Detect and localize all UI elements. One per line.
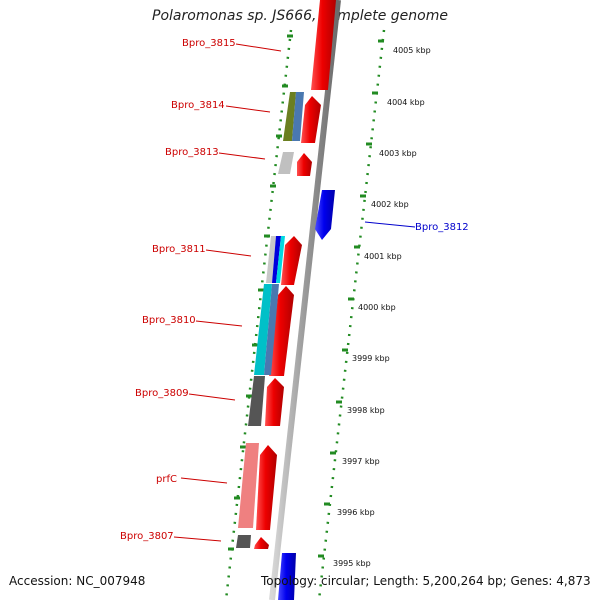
gene-label-bpro-3812[interactable]: Bpro_3812 bbox=[415, 222, 469, 233]
gene-label-bpro-3813[interactable]: Bpro_3813 bbox=[165, 147, 219, 158]
cds-bpro-3814[interactable] bbox=[301, 96, 321, 143]
scale-label-4005: 4005 kbp bbox=[393, 46, 431, 55]
cds-bpro-3810[interactable] bbox=[269, 286, 294, 376]
gene-label-bpro-3807[interactable]: Bpro_3807 bbox=[120, 531, 174, 542]
cds-bpro-3812[interactable] bbox=[315, 190, 335, 240]
cds-bpro-3809[interactable] bbox=[265, 378, 284, 426]
scale-label-3995: 3995 kbp bbox=[333, 559, 371, 568]
gene-label-bpro-3810[interactable]: Bpro_3810 bbox=[142, 315, 196, 326]
genome-backbone bbox=[269, 0, 341, 600]
gene-label-bpro-3815[interactable]: Bpro_3815 bbox=[182, 38, 236, 49]
scale-label-4004: 4004 kbp bbox=[387, 98, 425, 107]
scale-label-3996: 3996 kbp bbox=[337, 508, 375, 517]
cds-bpro-3811[interactable] bbox=[281, 236, 302, 285]
reverse-strand-features bbox=[278, 190, 335, 600]
map-title: Polaromonas sp. JS666, complete genome bbox=[152, 8, 448, 24]
scale-label-4001: 4001 kbp bbox=[364, 252, 402, 261]
cds-prfc[interactable] bbox=[256, 445, 277, 530]
accession-label: Accession: NC_007948 bbox=[9, 574, 146, 588]
cds-reverse-bottom[interactable] bbox=[278, 553, 296, 600]
scale-label-4003: 4003 kbp bbox=[379, 149, 417, 158]
outer-tick-marks bbox=[318, 39, 384, 558]
inner-ring-blocks bbox=[236, 92, 304, 548]
cds-bpro-3807[interactable] bbox=[254, 537, 269, 549]
topology-label: Topology: circular; Length: 5,200,264 bp… bbox=[261, 574, 591, 588]
gene-label-bpro-3814[interactable]: Bpro_3814 bbox=[171, 100, 225, 111]
gene-label-bpro-3811[interactable]: Bpro_3811 bbox=[152, 244, 206, 255]
inner-tick-marks bbox=[228, 34, 293, 551]
gene-label-prfc[interactable]: prfC bbox=[156, 474, 177, 485]
scale-label-3999: 3999 kbp bbox=[352, 354, 390, 363]
scale-label-3997: 3997 kbp bbox=[342, 457, 380, 466]
scale-label-4002: 4002 kbp bbox=[371, 200, 409, 209]
cds-bpro-3813[interactable] bbox=[297, 153, 312, 176]
forward-strand-features bbox=[254, 0, 336, 549]
scale-label-3998: 3998 kbp bbox=[347, 406, 385, 415]
gene-label-bpro-3809[interactable]: Bpro_3809 bbox=[135, 388, 189, 399]
inner-ruler bbox=[224, 29, 293, 600]
scale-label-4000: 4000 kbp bbox=[358, 303, 396, 312]
cds-bpro-3815[interactable] bbox=[311, 0, 336, 90]
